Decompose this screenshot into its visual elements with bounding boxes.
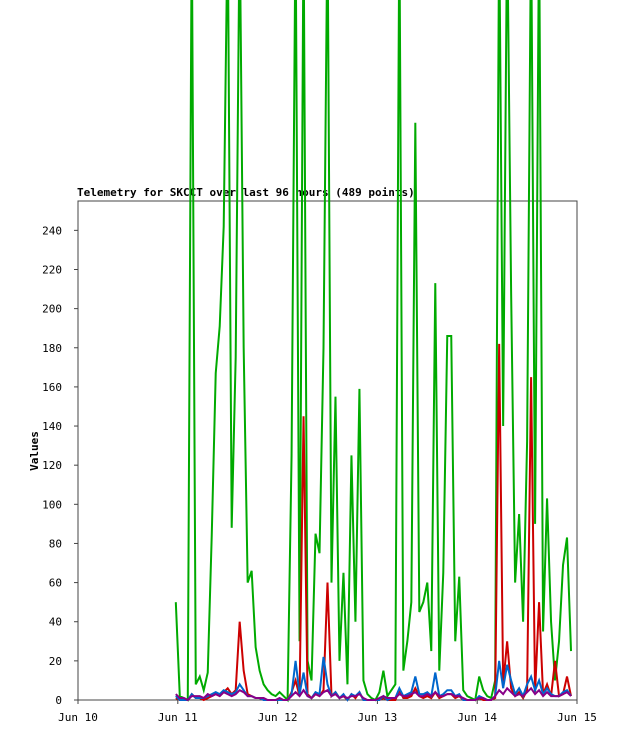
x-tick-label: Jun 15 — [557, 711, 597, 724]
y-tick-label: 20 — [49, 655, 62, 668]
y-tick-label: 220 — [42, 263, 62, 276]
series-line — [174, 0, 573, 703]
y-tick-label: 240 — [42, 224, 62, 237]
x-tick-label: Jun 11 — [158, 711, 198, 724]
y-tick-label: 200 — [42, 303, 62, 316]
x-tick-label: Jun 13 — [358, 711, 398, 724]
y-tick-label: 40 — [49, 616, 62, 629]
y-tick-label: 180 — [42, 342, 62, 355]
y-tick-label: 120 — [42, 459, 62, 472]
chart-title: Telemetry for SKCCT over last 96 hours (… — [77, 186, 415, 199]
y-tick-label: 0 — [55, 694, 62, 707]
y-axis-label: Values — [28, 431, 41, 471]
x-tick-label: Jun 10 — [58, 711, 98, 724]
y-tick-label: 100 — [42, 498, 62, 511]
series-line — [175, 686, 572, 702]
y-tick-label: 160 — [42, 381, 62, 394]
x-tick-label: Jun 12 — [258, 711, 298, 724]
x-tick-label: Jun 14 — [457, 711, 497, 724]
y-tick-label: 140 — [42, 420, 62, 433]
y-tick-label: 60 — [49, 577, 62, 590]
plot-frame — [77, 200, 578, 701]
y-tick-label: 80 — [49, 537, 62, 550]
